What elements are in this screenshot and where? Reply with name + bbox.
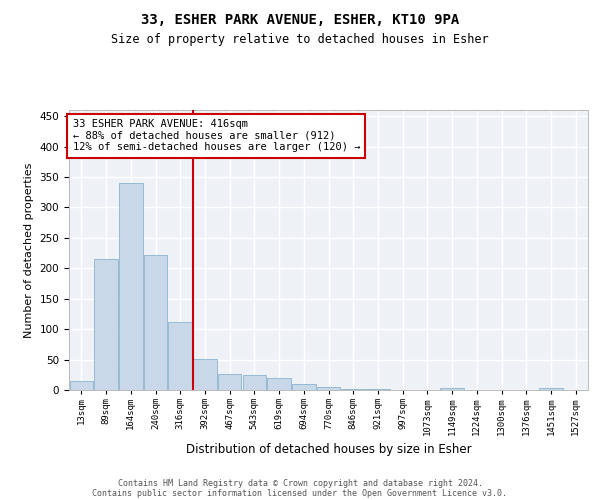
Bar <box>119 183 143 390</box>
Text: Contains HM Land Registry data © Crown copyright and database right 2024.: Contains HM Land Registry data © Crown c… <box>118 478 482 488</box>
Bar <box>539 388 563 390</box>
Bar <box>292 384 316 390</box>
Bar <box>94 259 118 390</box>
Bar <box>440 388 464 390</box>
Bar <box>268 378 291 390</box>
Bar <box>70 381 93 390</box>
Bar <box>341 389 365 390</box>
Text: Contains public sector information licensed under the Open Government Licence v3: Contains public sector information licen… <box>92 488 508 498</box>
Text: Size of property relative to detached houses in Esher: Size of property relative to detached ho… <box>111 32 489 46</box>
Bar <box>193 359 217 390</box>
Bar <box>242 375 266 390</box>
Bar <box>169 322 192 390</box>
X-axis label: Distribution of detached houses by size in Esher: Distribution of detached houses by size … <box>185 443 472 456</box>
Bar <box>144 255 167 390</box>
Y-axis label: Number of detached properties: Number of detached properties <box>24 162 34 338</box>
Text: 33, ESHER PARK AVENUE, ESHER, KT10 9PA: 33, ESHER PARK AVENUE, ESHER, KT10 9PA <box>141 12 459 26</box>
Bar <box>317 387 340 390</box>
Bar <box>218 374 241 390</box>
Text: 33 ESHER PARK AVENUE: 416sqm
← 88% of detached houses are smaller (912)
12% of s: 33 ESHER PARK AVENUE: 416sqm ← 88% of de… <box>73 119 360 152</box>
